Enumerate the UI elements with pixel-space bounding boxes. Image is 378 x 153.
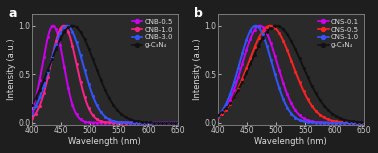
Legend: CNS-0.1, CNS-0.5, CNS-1.0, g-C₃N₄: CNS-0.1, CNS-0.5, CNS-1.0, g-C₃N₄ — [317, 17, 360, 49]
Text: b: b — [194, 7, 203, 20]
Y-axis label: Intensity (a.u.): Intensity (a.u.) — [193, 39, 202, 100]
Legend: CNB-0.5, CNB-1.0, CNB-3.0, g-C₃N₄: CNB-0.5, CNB-1.0, CNB-3.0, g-C₃N₄ — [130, 17, 174, 49]
X-axis label: Wavelength (nm): Wavelength (nm) — [68, 137, 141, 146]
Y-axis label: Intensity (a.u.): Intensity (a.u.) — [7, 39, 16, 100]
X-axis label: Wavelength (nm): Wavelength (nm) — [254, 137, 327, 146]
Text: a: a — [8, 7, 17, 20]
